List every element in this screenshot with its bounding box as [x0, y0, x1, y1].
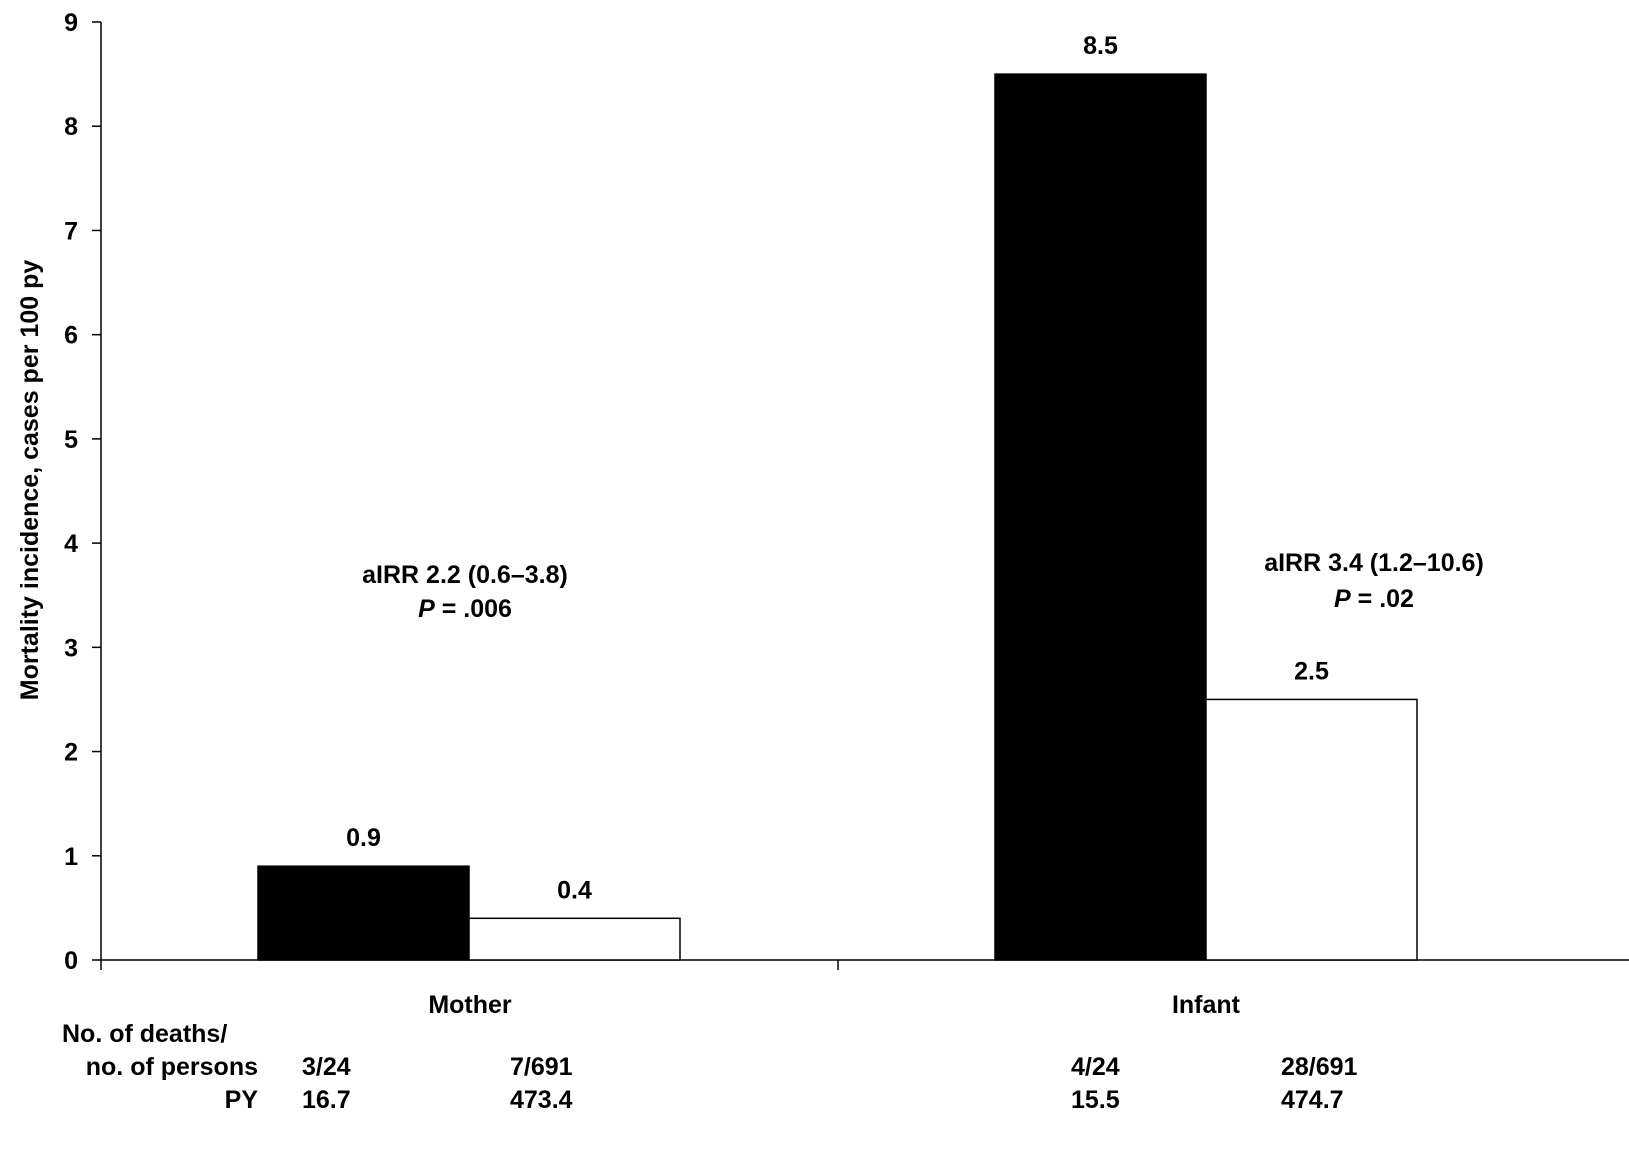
bar-value-label: 0.9 — [346, 824, 381, 852]
bar-infant-white — [1205, 698, 1418, 961]
bar-value-label: 0.4 — [557, 876, 592, 904]
y-tick-label: 4 — [64, 530, 78, 558]
bar-mother-black — [257, 865, 470, 961]
y-tick-label: 5 — [64, 426, 78, 454]
table-deaths-mother-unexposed: 7/691 — [510, 1053, 573, 1081]
table-py-mother-unexposed: 473.4 — [510, 1086, 573, 1114]
bar-value-label: 2.5 — [1294, 657, 1329, 685]
table-deaths-infant-unexposed: 28/691 — [1281, 1053, 1358, 1081]
table-deaths-infant-exposed: 4/24 — [1071, 1053, 1120, 1081]
annotation-infant-p-letter: P — [1334, 585, 1351, 613]
y-axis-label: Mortality incidence, cases per 100 py — [16, 260, 44, 701]
y-tick-label: 9 — [64, 9, 78, 37]
table-py-mother-exposed: 16.7 — [302, 1086, 351, 1114]
table-row-label-deaths: No. of deaths/ — [62, 1020, 227, 1048]
y-tick-label: 2 — [64, 739, 78, 767]
table-row-label-py: PY — [225, 1086, 259, 1114]
annotation-mother-p-value: = .006 — [435, 595, 512, 623]
category-label-mother: Mother — [428, 991, 512, 1019]
category-label-infant: Infant — [1172, 991, 1241, 1019]
bar-infant-black — [994, 73, 1207, 961]
annotation-mother-airr: aIRR 2.2 (0.6–3.8) — [362, 561, 568, 589]
annotation-mother-p-letter: P — [418, 595, 435, 623]
y-tick-label: 1 — [64, 843, 78, 871]
y-tick-label: 0 — [64, 947, 78, 975]
bar-value-label: 8.5 — [1083, 32, 1118, 60]
annotation-infant-airr: aIRR 3.4 (1.2–10.6) — [1264, 549, 1484, 577]
y-tick-label: 8 — [64, 113, 78, 141]
table-py-infant-exposed: 15.5 — [1071, 1086, 1120, 1114]
annotation-infant-p: P = .02 — [1334, 585, 1414, 613]
table-deaths-mother-exposed: 3/24 — [302, 1053, 351, 1081]
annotation-infant-p-value: = .02 — [1351, 585, 1414, 613]
bar-mother-white — [468, 917, 681, 961]
table-py-infant-unexposed: 474.7 — [1281, 1086, 1344, 1114]
y-tick-label: 7 — [64, 217, 78, 245]
annotation-mother-p: P = .006 — [418, 595, 512, 623]
y-tick-label: 6 — [64, 322, 78, 350]
y-tick-label: 3 — [64, 634, 78, 662]
table-row-label-persons: no. of persons — [86, 1053, 258, 1081]
